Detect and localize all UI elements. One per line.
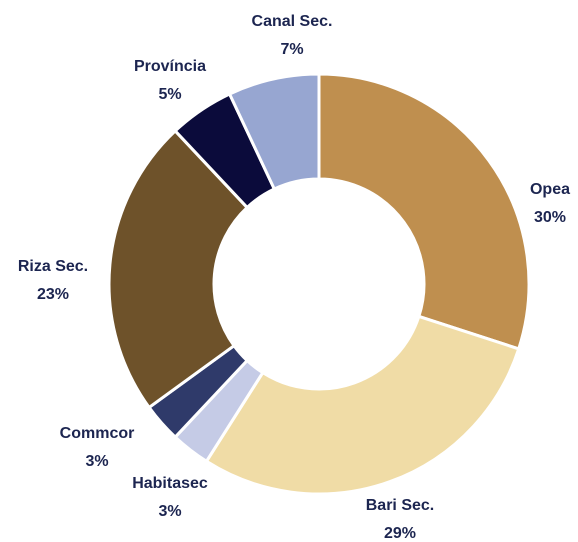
donut-slice bbox=[317, 72, 531, 351]
value-label: 23% bbox=[37, 286, 69, 303]
value-label: 7% bbox=[280, 41, 303, 58]
category-label: Província bbox=[134, 58, 206, 75]
category-label: Bari Sec. bbox=[366, 497, 434, 514]
value-label: 3% bbox=[158, 503, 181, 520]
category-label: Opea bbox=[530, 181, 570, 198]
value-label: 29% bbox=[384, 525, 416, 542]
donut-slice bbox=[204, 314, 521, 496]
category-label: Canal Sec. bbox=[252, 13, 333, 30]
donut-slice bbox=[107, 128, 250, 410]
category-label: Riza Sec. bbox=[18, 258, 88, 275]
value-label: 3% bbox=[85, 453, 108, 470]
donut-slice bbox=[227, 72, 321, 191]
value-label: 30% bbox=[534, 209, 566, 226]
value-label: 5% bbox=[158, 86, 181, 103]
category-label: Commcor bbox=[60, 425, 135, 442]
category-label: Habitasec bbox=[132, 475, 208, 492]
